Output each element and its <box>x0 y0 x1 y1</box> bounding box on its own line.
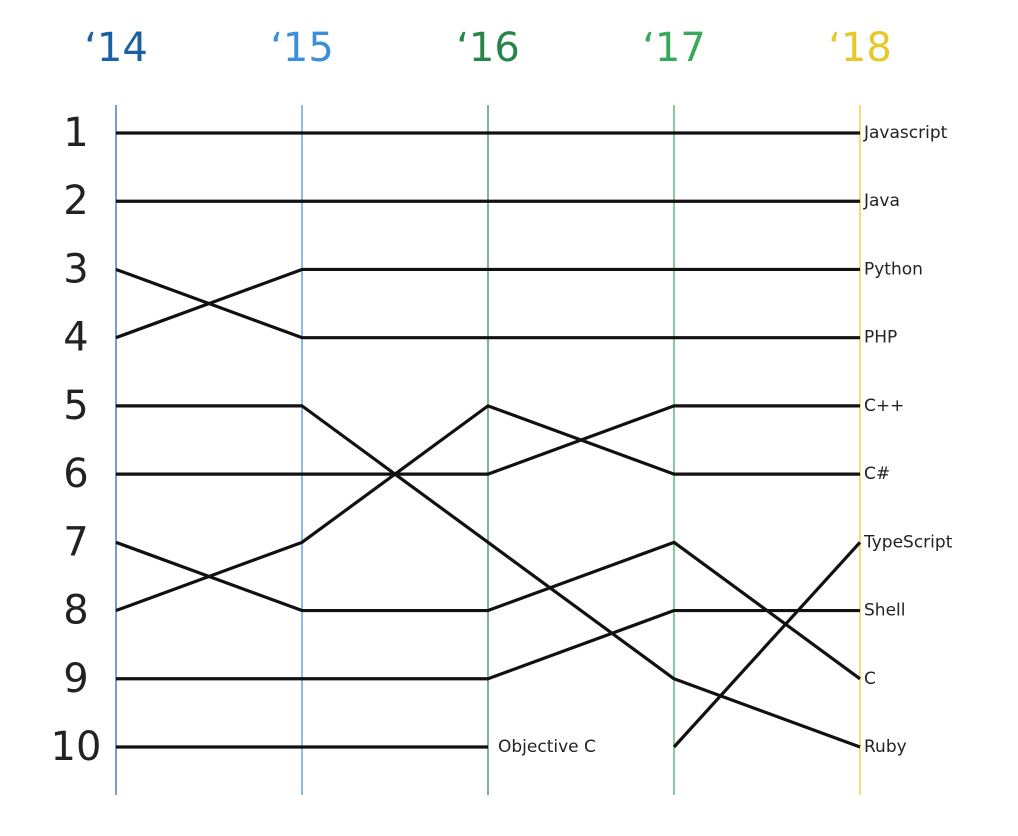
y-tick-label: 9 <box>63 656 88 702</box>
series-label: Python <box>864 259 923 279</box>
series-label: Shell <box>864 601 905 621</box>
y-tick-label: 4 <box>63 315 88 361</box>
series-label: Objective C <box>498 737 596 757</box>
series-line <box>115 540 861 681</box>
series-label: Ruby <box>864 737 907 757</box>
series-line <box>116 404 861 749</box>
series-line <box>116 608 860 681</box>
y-tick-label: 5 <box>63 383 88 429</box>
x-tick-label: ‘18 <box>828 25 892 71</box>
series-label: C++ <box>864 396 904 416</box>
y-tick-label: 6 <box>63 451 88 497</box>
series-line <box>115 267 860 340</box>
series-line <box>115 404 860 613</box>
y-tick-label: 1 <box>63 110 88 156</box>
series-label: Javascript <box>863 123 948 143</box>
series-label: C# <box>864 464 890 484</box>
x-tick-label: ‘14 <box>84 25 148 71</box>
series-label: Java <box>863 191 900 211</box>
y-tick-label: 8 <box>63 588 88 634</box>
y-tick-label: 10 <box>51 724 102 770</box>
series-line <box>672 541 862 749</box>
x-tick-label: ‘15 <box>270 25 334 71</box>
x-tick-label: ‘17 <box>642 25 706 71</box>
y-tick-label: 7 <box>63 519 88 565</box>
series-label: TypeScript <box>863 532 953 552</box>
series-line <box>115 267 860 340</box>
series-line <box>116 404 860 476</box>
series-label: PHP <box>864 328 897 348</box>
y-tick-label: 2 <box>63 178 88 224</box>
x-tick-label: ‘16 <box>456 25 520 71</box>
y-tick-label: 3 <box>63 246 88 292</box>
series-label: C <box>864 669 876 689</box>
